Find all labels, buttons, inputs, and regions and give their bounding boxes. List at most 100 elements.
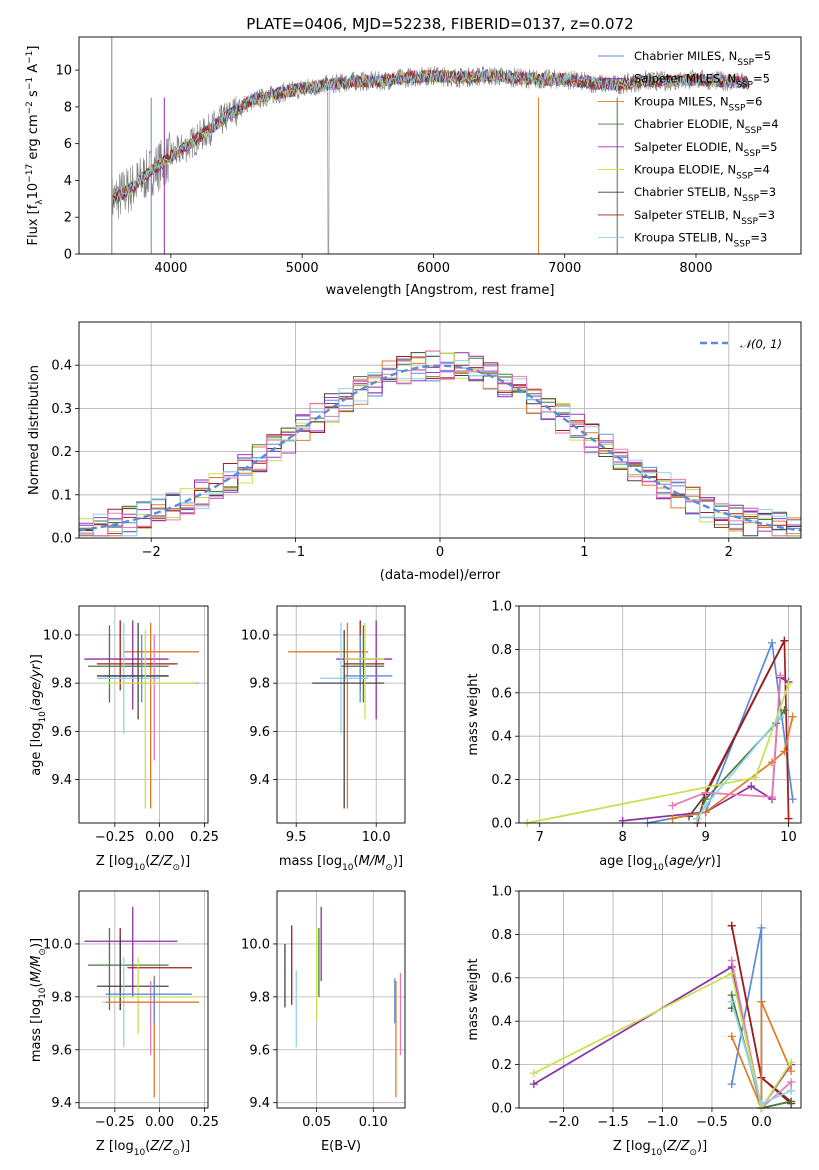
weight-point xyxy=(776,671,785,680)
label-part: )] xyxy=(393,854,403,869)
x-tick-label: −2 xyxy=(142,545,161,560)
weight-point xyxy=(727,969,736,978)
age-z-axes: −0.25 0.00 0.25 9.4 9.6 9.8 10.0 xyxy=(43,606,219,845)
x-tick-label: −1.5 xyxy=(597,1115,629,1130)
label-part: age/yr xyxy=(669,854,712,869)
label-part: Z [log xyxy=(96,854,134,869)
label-part: −1 xyxy=(25,51,35,64)
y-tick-label: 10.0 xyxy=(241,628,270,643)
label-part: )] xyxy=(180,854,190,869)
label-part: 10 xyxy=(134,863,146,873)
y-tick-label: 0.0 xyxy=(51,532,72,547)
mass-z-xlabel: Z [log10(Z/Z⊙)] xyxy=(96,1139,190,1158)
model-spectrum-line xyxy=(112,69,749,205)
label-part: Z/Z xyxy=(149,1139,173,1154)
mass-z-frame xyxy=(78,890,209,1109)
y-tick-label: 0.6 xyxy=(491,971,512,986)
label-part: =5 xyxy=(754,49,771,63)
x-tick-label: 6000 xyxy=(417,261,450,276)
y-tick-label: 9.6 xyxy=(249,725,270,740)
histograms xyxy=(79,350,801,537)
weight-point xyxy=(780,636,789,645)
label-part: =5 xyxy=(761,140,778,154)
label-part: SSP xyxy=(745,126,762,136)
weight-age-ylabel: mass weight xyxy=(466,673,481,755)
legend-entry: Salpeter ELODIE, NSSP=5 xyxy=(634,140,777,159)
label-part: Chabrier MILES, N xyxy=(634,49,737,63)
weight-point xyxy=(788,795,797,804)
spectrum-xlabel: wavelength [Angstrom, rest frame] xyxy=(326,283,555,298)
y-tick-label: 0.8 xyxy=(491,643,512,658)
x-tick-label: 5000 xyxy=(286,261,319,276)
label-part: 10 xyxy=(651,1148,663,1158)
label-part: Z [log xyxy=(96,1139,134,1154)
x-tick-label: 0.25 xyxy=(190,830,219,845)
label-part: SSP xyxy=(729,103,746,113)
weight-point xyxy=(618,816,627,825)
weight-point xyxy=(747,782,756,791)
x-tick-label: 7000 xyxy=(548,261,581,276)
label-part: 𝒩(0, 1) xyxy=(740,337,782,351)
age-mass-frame xyxy=(276,605,406,824)
weight-age-series xyxy=(523,636,797,827)
model-spectrum-line xyxy=(112,68,749,204)
label-part: )] xyxy=(29,938,44,948)
y-tick-label: 9.4 xyxy=(249,1096,270,1111)
y-tick-label: 10.0 xyxy=(241,937,270,952)
x-tick-label: 10 xyxy=(780,830,797,845)
y-tick-label: 9.6 xyxy=(249,1043,270,1058)
x-tick-label: −1.0 xyxy=(647,1115,679,1130)
mass-z-axes: −0.25 0.00 0.25 9.4 9.6 9.8 10.0 xyxy=(43,891,219,1130)
label-part: s xyxy=(26,90,41,101)
label-part: ( xyxy=(664,854,669,869)
x-tick-label: 0.10 xyxy=(359,1115,388,1130)
weight-point xyxy=(787,1097,796,1106)
legend-entry: Kroupa ELODIE, NSSP=4 xyxy=(634,163,770,182)
y-tick-label: 1.0 xyxy=(491,885,512,900)
label-part: erg cm xyxy=(26,114,41,163)
model-spectrum-line xyxy=(112,69,749,204)
hist-ylabel: Normed distribution xyxy=(27,365,42,495)
y-tick-label: 0.4 xyxy=(491,1015,512,1030)
label-part: Salpeter ELODIE, N xyxy=(634,140,744,154)
x-tick-label: −0.25 xyxy=(95,830,135,845)
weight-line xyxy=(533,972,792,1111)
legend-entry: Kroupa STELIB, NSSP=3 xyxy=(634,231,767,250)
y-tick-label: 0.4 xyxy=(491,730,512,745)
x-tick-label: 0.00 xyxy=(145,1115,174,1130)
label-part: A xyxy=(26,64,41,77)
y-tick-label: 0.3 xyxy=(51,402,72,417)
label-part: =4 xyxy=(753,163,770,177)
weight-point xyxy=(727,956,736,965)
y-tick-label: 6 xyxy=(64,137,72,152)
label-part: SSP xyxy=(736,172,753,182)
weight-age-frame xyxy=(518,605,802,824)
y-tick-label: 9.8 xyxy=(249,990,270,1005)
x-tick-label: 8 xyxy=(619,830,627,845)
residuals-axes: −2 −1 0 1 2 0.0 0.1 0.2 0.3 0.4 xyxy=(51,322,801,560)
label-part: )] xyxy=(697,1139,707,1154)
x-tick-label: 7 xyxy=(536,830,544,845)
age-z-ylabel: age [log10(age/yr)] xyxy=(29,654,48,776)
weight-line xyxy=(622,676,789,822)
y-tick-label: 2 xyxy=(64,211,72,226)
legend-entry: Kroupa MILES, NSSP=6 xyxy=(634,94,762,113)
legend-entry: Chabrier ELODIE, NSSP=4 xyxy=(634,117,779,136)
x-tick-label: 0.25 xyxy=(190,1115,219,1130)
x-tick-label: 0 xyxy=(436,545,444,560)
hist-xlabel: (data-model)/error xyxy=(380,568,501,583)
x-tick-label: 9 xyxy=(701,830,709,845)
weight-point xyxy=(784,680,793,689)
label-part: λ xyxy=(35,199,45,205)
label-part: Z/Z xyxy=(666,1139,690,1154)
weight-age-axes: 7 8 9 10 0.0 0.2 0.4 0.6 0.8 1.0 xyxy=(491,600,801,845)
label-part: ( xyxy=(662,1139,667,1154)
weight-point xyxy=(668,814,677,823)
x-tick-label: 2 xyxy=(725,545,733,560)
label-part: 10 xyxy=(652,863,664,873)
label-part: age/yr xyxy=(29,663,44,706)
weight-z-series xyxy=(529,921,796,1112)
